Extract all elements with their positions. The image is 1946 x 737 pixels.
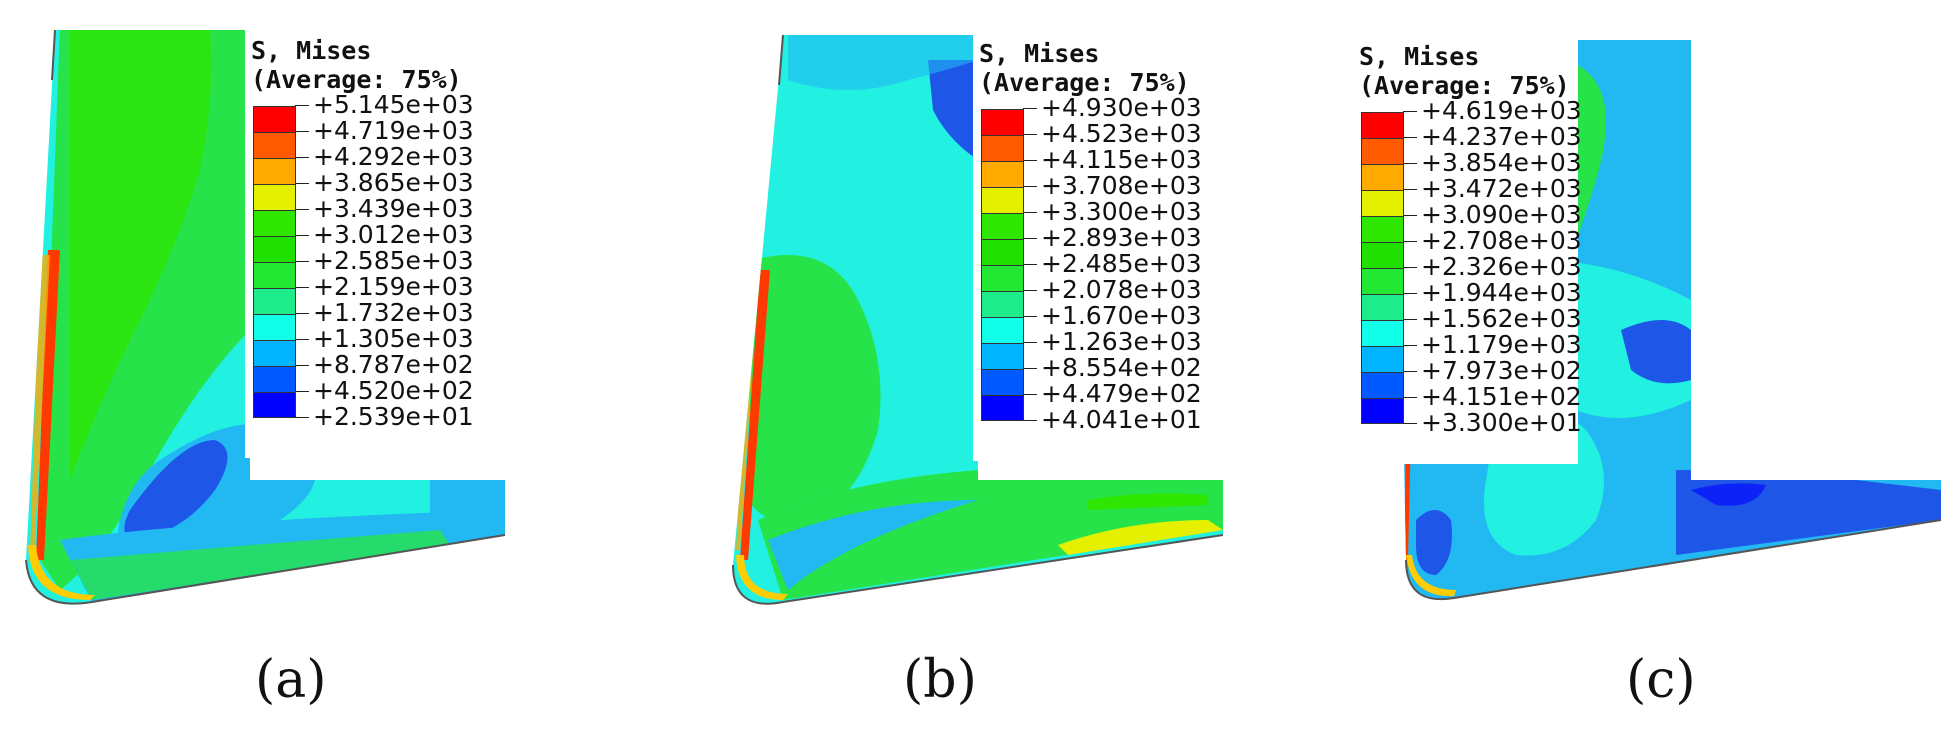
swatch — [981, 291, 1024, 317]
legend-subtitle: (Average: 75%) — [979, 68, 1190, 97]
swatch — [1361, 268, 1404, 294]
legend-level: +4.619e+03 — [1403, 98, 1582, 124]
color-scale — [253, 106, 296, 418]
legend-level: +3.708e+03 — [1023, 173, 1202, 199]
legend-level: +3.090e+03 — [1403, 202, 1582, 228]
legend-level: +4.292e+03 — [295, 144, 474, 170]
panel-c: S, Mises (Average: 75%) +4.619e+03 +4.23… — [1296, 0, 1944, 737]
swatch — [1361, 242, 1404, 268]
swatch — [981, 187, 1024, 213]
swatch — [1361, 112, 1404, 138]
legend-level: +3.854e+03 — [1403, 150, 1582, 176]
legend-level: +3.472e+03 — [1403, 176, 1582, 202]
legend-title: S, Mises — [1359, 42, 1480, 71]
legend-level: +4.523e+03 — [1023, 121, 1202, 147]
legend-level: +1.562e+03 — [1403, 306, 1582, 332]
legend-level: +4.719e+03 — [295, 118, 474, 144]
legend-level: +1.263e+03 — [1023, 329, 1202, 355]
legend-level: +3.439e+03 — [295, 196, 474, 222]
legend-level: +4.115e+03 — [1023, 147, 1202, 173]
legend-level: +4.237e+03 — [1403, 124, 1582, 150]
legend-level: +3.300e+01 — [1403, 410, 1582, 436]
swatch — [253, 288, 296, 314]
legend-level: +2.159e+03 — [295, 274, 474, 300]
swatch — [253, 392, 296, 418]
swatch — [253, 132, 296, 158]
swatch — [253, 262, 296, 288]
panel-a: S, Mises (Average: 75%) +5.145e+03 +4.71… — [0, 0, 648, 737]
legend-level: +4.151e+02 — [1403, 384, 1582, 410]
legend-b: S, Mises (Average: 75%) +4.930e+03 +4.52… — [973, 33, 1202, 461]
swatch — [253, 184, 296, 210]
legend-level: +3.865e+03 — [295, 170, 474, 196]
legend-level: +1.670e+03 — [1023, 303, 1202, 329]
swatch — [253, 158, 296, 184]
swatch — [253, 236, 296, 262]
swatch — [253, 314, 296, 340]
legend-subtitle: (Average: 75%) — [251, 65, 462, 94]
legend-level: +4.520e+02 — [295, 378, 474, 404]
swatch — [981, 109, 1024, 135]
legend-level: +8.787e+02 — [295, 352, 474, 378]
swatch — [1361, 372, 1404, 398]
swatch — [981, 213, 1024, 239]
swatch — [253, 366, 296, 392]
caption-c: (c) — [1626, 650, 1696, 710]
caption-a: (a) — [255, 650, 327, 710]
legend-a: S, Mises (Average: 75%) +5.145e+03 +4.71… — [245, 30, 474, 458]
legend-level: +3.300e+03 — [1023, 199, 1202, 225]
legend-level: +2.539e+01 — [295, 404, 474, 430]
color-scale — [1361, 112, 1404, 424]
legend-subtitle: (Average: 75%) — [1359, 71, 1570, 100]
legend-level: +2.326e+03 — [1403, 254, 1582, 280]
swatch — [981, 239, 1024, 265]
swatch — [1361, 320, 1404, 346]
swatch — [1361, 216, 1404, 242]
legend-level: +4.041e+01 — [1023, 407, 1202, 433]
legend-level: +8.554e+02 — [1023, 355, 1202, 381]
swatch — [253, 106, 296, 132]
swatch — [253, 340, 296, 366]
legend-title: S, Mises — [251, 36, 372, 65]
swatch — [1361, 294, 1404, 320]
swatch — [1361, 138, 1404, 164]
legend-level: +2.078e+03 — [1023, 277, 1202, 303]
swatch — [253, 210, 296, 236]
swatch — [981, 343, 1024, 369]
legend-level: +7.973e+02 — [1403, 358, 1582, 384]
legend-level: +2.585e+03 — [295, 248, 474, 274]
legend-level: +2.708e+03 — [1403, 228, 1582, 254]
swatch — [981, 317, 1024, 343]
legend-level: +1.944e+03 — [1403, 280, 1582, 306]
legend-level: +3.012e+03 — [295, 222, 474, 248]
legend-level: +4.479e+02 — [1023, 381, 1202, 407]
swatch — [981, 395, 1024, 421]
swatch — [981, 369, 1024, 395]
legend-level: +5.145e+03 — [295, 92, 474, 118]
legend-level: +2.485e+03 — [1023, 251, 1202, 277]
swatch — [1361, 346, 1404, 372]
legend-level: +1.179e+03 — [1403, 332, 1582, 358]
legend-c: S, Mises (Average: 75%) +4.619e+03 +4.23… — [1353, 36, 1582, 464]
legend-level: +4.930e+03 — [1023, 95, 1202, 121]
color-scale — [981, 109, 1024, 421]
panel-b: S, Mises (Average: 75%) +4.930e+03 +4.52… — [648, 0, 1296, 737]
swatch — [1361, 398, 1404, 424]
swatch — [981, 265, 1024, 291]
legend-level: +1.305e+03 — [295, 326, 474, 352]
legend-level: +1.732e+03 — [295, 300, 474, 326]
legend-title: S, Mises — [979, 39, 1100, 68]
swatch — [981, 135, 1024, 161]
swatch — [1361, 190, 1404, 216]
caption-b: (b) — [903, 650, 977, 710]
legend-level: +2.893e+03 — [1023, 225, 1202, 251]
swatch — [981, 161, 1024, 187]
swatch — [1361, 164, 1404, 190]
